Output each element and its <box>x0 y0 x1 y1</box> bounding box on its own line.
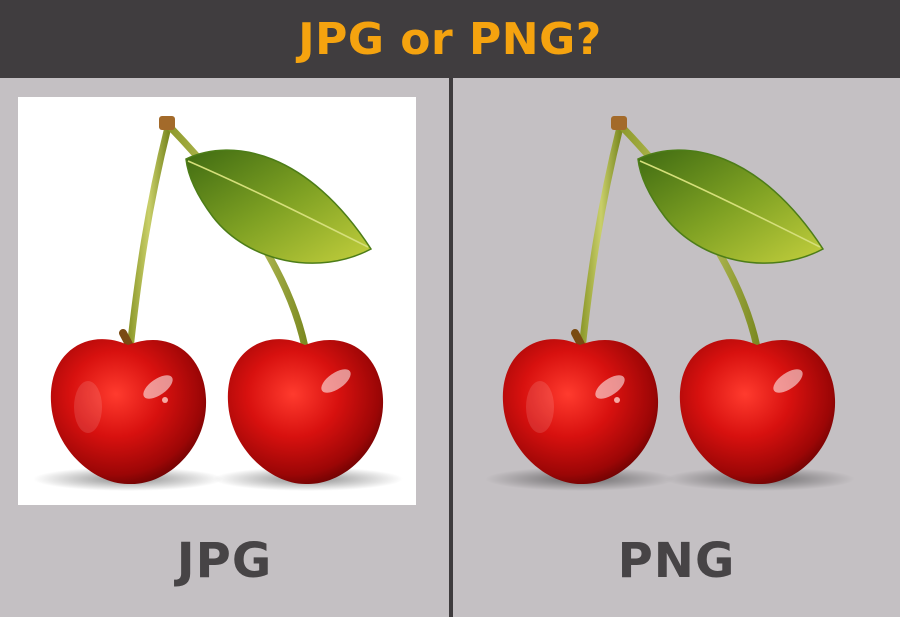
png-label: PNG <box>617 533 736 589</box>
cherries-image-png <box>485 116 855 491</box>
jpg-panel: JPG <box>0 78 449 617</box>
cherry-illustration <box>33 116 403 491</box>
cherries-image-jpg <box>33 116 403 491</box>
png-panel: PNG <box>453 78 900 617</box>
cherry-illustration <box>485 116 855 491</box>
header-bar: JPG or PNG? <box>0 0 900 78</box>
page-title: JPG or PNG? <box>298 13 602 65</box>
jpg-label: JPG <box>176 533 273 589</box>
center-divider <box>449 78 453 617</box>
